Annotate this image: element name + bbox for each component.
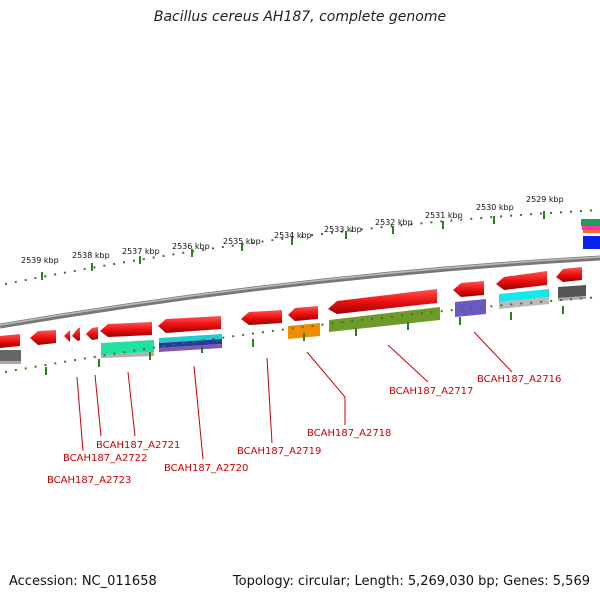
- function-bar: [0, 350, 21, 363]
- gene-label: BCAH187_A2723: [47, 475, 131, 486]
- gene-label: BCAH187_A2721: [96, 440, 180, 451]
- gene-arrow: [0, 334, 20, 348]
- partial-features-top-right: [581, 219, 600, 249]
- genome-backbone: [0, 255, 600, 329]
- gene-arrow: [328, 289, 437, 314]
- function-bar: [455, 299, 486, 317]
- genome-summary-text: Topology: circular; Length: 5,269,030 bp…: [232, 574, 590, 589]
- inner-major-ticks: [45, 306, 564, 375]
- gene-arrow: [288, 306, 318, 321]
- gene-label: BCAH187_A2719: [237, 446, 321, 457]
- gene-arrow: [158, 316, 221, 333]
- gene-arrow: [30, 330, 56, 345]
- scale-label: 2531 kbp: [425, 211, 463, 220]
- scale-label: 2530 kbp: [476, 203, 514, 212]
- scale-label: 2537 kbp: [122, 247, 160, 256]
- map-title: Bacillus cereus AH187, complete genome: [153, 9, 447, 25]
- gene-label: BCAH187_A2717: [389, 386, 473, 397]
- function-bar: [558, 285, 586, 298]
- gene-arrow: [453, 281, 484, 297]
- gene-label: BCAH187_A2718: [307, 428, 391, 439]
- function-bar: [159, 334, 222, 343]
- gene-label: BCAH187_A2720: [164, 463, 248, 474]
- function-bar: [499, 289, 549, 302]
- gene-labels: BCAH187_A2716 BCAH187_A2717 BCAH187_A271…: [47, 374, 561, 486]
- function-bar: [288, 323, 320, 339]
- function-bar: [329, 307, 440, 332]
- outer-scale-track: [4, 209, 600, 285]
- scale-label: 2536 kbp: [172, 242, 210, 251]
- gene-arrow: [556, 267, 582, 282]
- scale-label: 2538 kbp: [72, 251, 110, 260]
- function-bar: [101, 340, 154, 355]
- scale-label: 2534 kbp: [274, 231, 312, 240]
- gene-label: BCAH187_A2722: [63, 453, 147, 464]
- scale-label: 2535 kbp: [223, 237, 261, 246]
- gene-arrow: [100, 322, 152, 337]
- function-bars: [0, 285, 586, 364]
- gene-arrow: [496, 271, 547, 290]
- scale-label: 2539 kbp: [21, 256, 59, 265]
- gene-arrow: [241, 310, 282, 325]
- scale-label: 2533 kbp: [324, 225, 362, 234]
- gene-arrow: [72, 328, 80, 341]
- scale-labels: 2539 kbp 2538 kbp 2537 kbp 2536 kbp 2535…: [21, 195, 564, 265]
- gene-arrow: [64, 330, 70, 342]
- accession-text: Accession: NC_011658: [9, 574, 157, 589]
- gene-arrows: [0, 267, 582, 348]
- outer-major-ticks: [41, 211, 545, 280]
- scale-label: 2532 kbp: [375, 218, 413, 227]
- scale-label: 2529 kbp: [526, 195, 564, 204]
- label-leader-lines: [76, 331, 513, 460]
- gene-label: BCAH187_A2716: [477, 374, 561, 385]
- gene-arrow: [86, 327, 98, 340]
